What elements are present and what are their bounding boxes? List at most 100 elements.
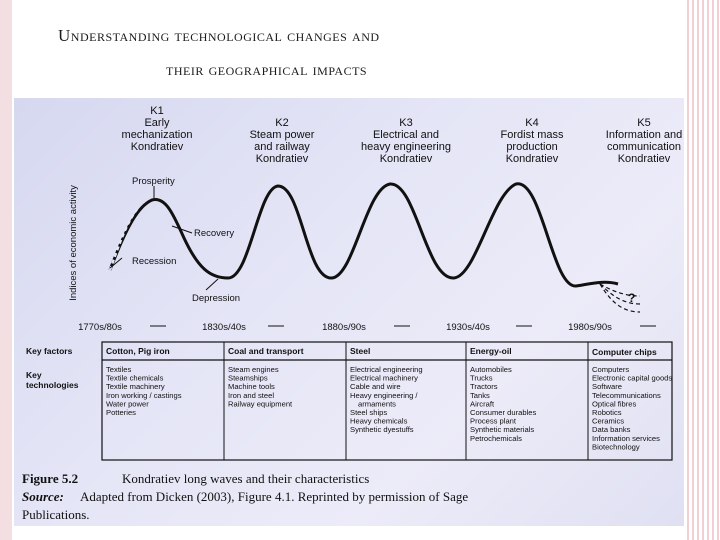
arrow-recession: [109, 257, 123, 269]
technology-item: Iron and steel: [228, 391, 274, 400]
key-factor-2: Coal and transport: [228, 346, 304, 356]
slide-title-line-1: Understanding technological changes and: [58, 26, 380, 45]
future-path-upper: [599, 283, 641, 297]
row-label-key-factors: Key factors: [26, 346, 73, 356]
technology-item: Machine tools: [228, 382, 275, 391]
kondratiev-figure: K1 Early mechanization Kondratiev K2 Ste…: [22, 105, 683, 522]
future-path-middle: [599, 283, 641, 305]
wave-line-k2-3: Kondratiev: [256, 153, 309, 165]
wave-line-k2-2: and railway: [254, 141, 310, 153]
technology-item: Iron working / castings: [106, 391, 182, 400]
technology-item: Electrical machinery: [350, 374, 418, 383]
era-label-1: 1770s/80s: [78, 322, 122, 333]
wave-curve: [108, 182, 619, 288]
annotation-prosperity: Prosperity: [132, 176, 175, 187]
wave-line-k1-3: Kondratiev: [131, 141, 184, 153]
key-factor-5: Computer chips: [592, 347, 657, 357]
wave-line-k2-1: Steam power: [250, 129, 315, 141]
technology-item: Ceramics: [592, 417, 624, 426]
wave-id-k5: K5: [637, 117, 650, 129]
technology-item: Synthetic materials: [470, 425, 534, 434]
wave-label-k2: K2 Steam power and railway Kondratiev: [250, 117, 315, 165]
wave-line-k3-1: Electrical and: [373, 129, 439, 141]
technology-item: Steam engines: [228, 365, 279, 374]
technology-item: Telecommunications: [592, 391, 661, 400]
wave-line-k1-1: Early: [144, 117, 170, 129]
wave-line-k4-3: Kondratiev: [506, 153, 559, 165]
technology-item: Textile machinery: [106, 382, 165, 391]
technology-item: Potteries: [106, 408, 136, 417]
technology-item: Synthetic dyestuffs: [350, 425, 414, 434]
technology-item: Heavy engineering /: [350, 391, 418, 400]
wave-id-k2: K2: [275, 117, 288, 129]
wave-line-k3-2: heavy engineering: [361, 141, 451, 153]
figure-title: Kondratiev long waves and their characte…: [122, 471, 369, 486]
wave-label-k3: K3 Electrical and heavy engineering Kond…: [361, 117, 451, 165]
era-label-3: 1880s/90s: [322, 322, 366, 333]
technology-item: Robotics: [592, 408, 622, 417]
technology-item: Electrical engineering: [350, 365, 423, 374]
technology-item: Software: [592, 382, 622, 391]
figure-photo: K1 Early mechanization Kondratiev K2 Ste…: [14, 98, 684, 526]
era-label-4: 1930s/40s: [446, 322, 490, 333]
technology-item: Water power: [106, 399, 149, 408]
wave-labels: K1 Early mechanization Kondratiev K2 Ste…: [122, 105, 683, 165]
tech-col-4: AutomobilesTrucksTractorsTanksAircraftCo…: [470, 365, 536, 443]
wave-line-k3-3: Kondratiev: [380, 153, 433, 165]
y-axis-label: Indices of economic activity: [68, 185, 79, 301]
technology-item: Railway equipment: [228, 399, 293, 408]
annotation-depression: Depression: [192, 293, 240, 304]
era-axis: 1770s/80s 1830s/40s 1880s/90s 1930s/40s …: [78, 322, 656, 333]
technology-item: Trucks: [470, 374, 493, 383]
arrow-recovery: [171, 225, 193, 234]
wave-line-k5-1: Information and: [606, 129, 682, 141]
wave-line-k1-2: mechanization: [122, 129, 193, 141]
source-text-line-2: Publications.: [22, 507, 90, 522]
technology-item: Electronic capital goods: [592, 374, 672, 383]
technology-item: Textiles: [106, 365, 132, 374]
future-question-mark: ?: [628, 291, 635, 305]
source-text: Adapted from Dicken (2003), Figure 4.1. …: [80, 489, 468, 504]
wave-line-k5-2: communication: [607, 141, 681, 153]
technology-item: Tanks: [470, 391, 490, 400]
table-border: [101, 341, 673, 461]
technology-item: Textile chemicals: [106, 374, 164, 383]
key-factors-table: Key factors Key technologies Cotton, Pig…: [26, 341, 673, 461]
technology-item: armaments: [358, 399, 396, 408]
technology-item: Consumer durables: [470, 408, 536, 417]
source-label: Source:: [22, 489, 64, 504]
technology-item: Tractors: [470, 382, 498, 391]
wave-id-k4: K4: [525, 117, 538, 129]
row-label-key-technologies-2: technologies: [26, 380, 79, 390]
wave-line-k5-3: Kondratiev: [618, 153, 671, 165]
arrow-depression: [205, 278, 219, 291]
technology-item: Information services: [592, 434, 660, 443]
wave-id-k1: K1: [150, 105, 163, 117]
row-label-key-technologies-1: Key: [26, 370, 42, 380]
key-factor-3: Steel: [350, 346, 370, 356]
technology-item: Petrochemicals: [470, 434, 522, 443]
technology-item: Optical fibres: [592, 399, 637, 408]
technology-item: Steamships: [228, 374, 268, 383]
annotation-recession: Recession: [132, 256, 176, 267]
technology-item: Process plant: [470, 417, 517, 426]
wave-label-k4: K4 Fordist mass production Kondratiev: [501, 117, 564, 165]
slide-title: Understanding technological changes and …: [58, 26, 658, 80]
annotation-recovery: Recovery: [194, 228, 234, 239]
key-factor-4: Energy-oil: [470, 346, 512, 356]
wave-curve-dashed-start: [108, 207, 139, 271]
future-path-lower: [599, 283, 641, 313]
technology-item: Biotechnology: [592, 442, 640, 451]
slide-left-border: [0, 0, 12, 540]
slide-right-border: [684, 0, 720, 540]
era-label-5: 1980s/90s: [568, 322, 612, 333]
figure-caption: Figure 5.2 Kondratiev long waves and the…: [22, 471, 468, 522]
wave-label-k5: K5 Information and communication Kondrat…: [606, 117, 682, 165]
slide-title-line-2: their geographical impacts: [166, 60, 368, 79]
technology-item: Cable and wire: [350, 382, 401, 391]
technology-item: Aircraft: [470, 399, 495, 408]
